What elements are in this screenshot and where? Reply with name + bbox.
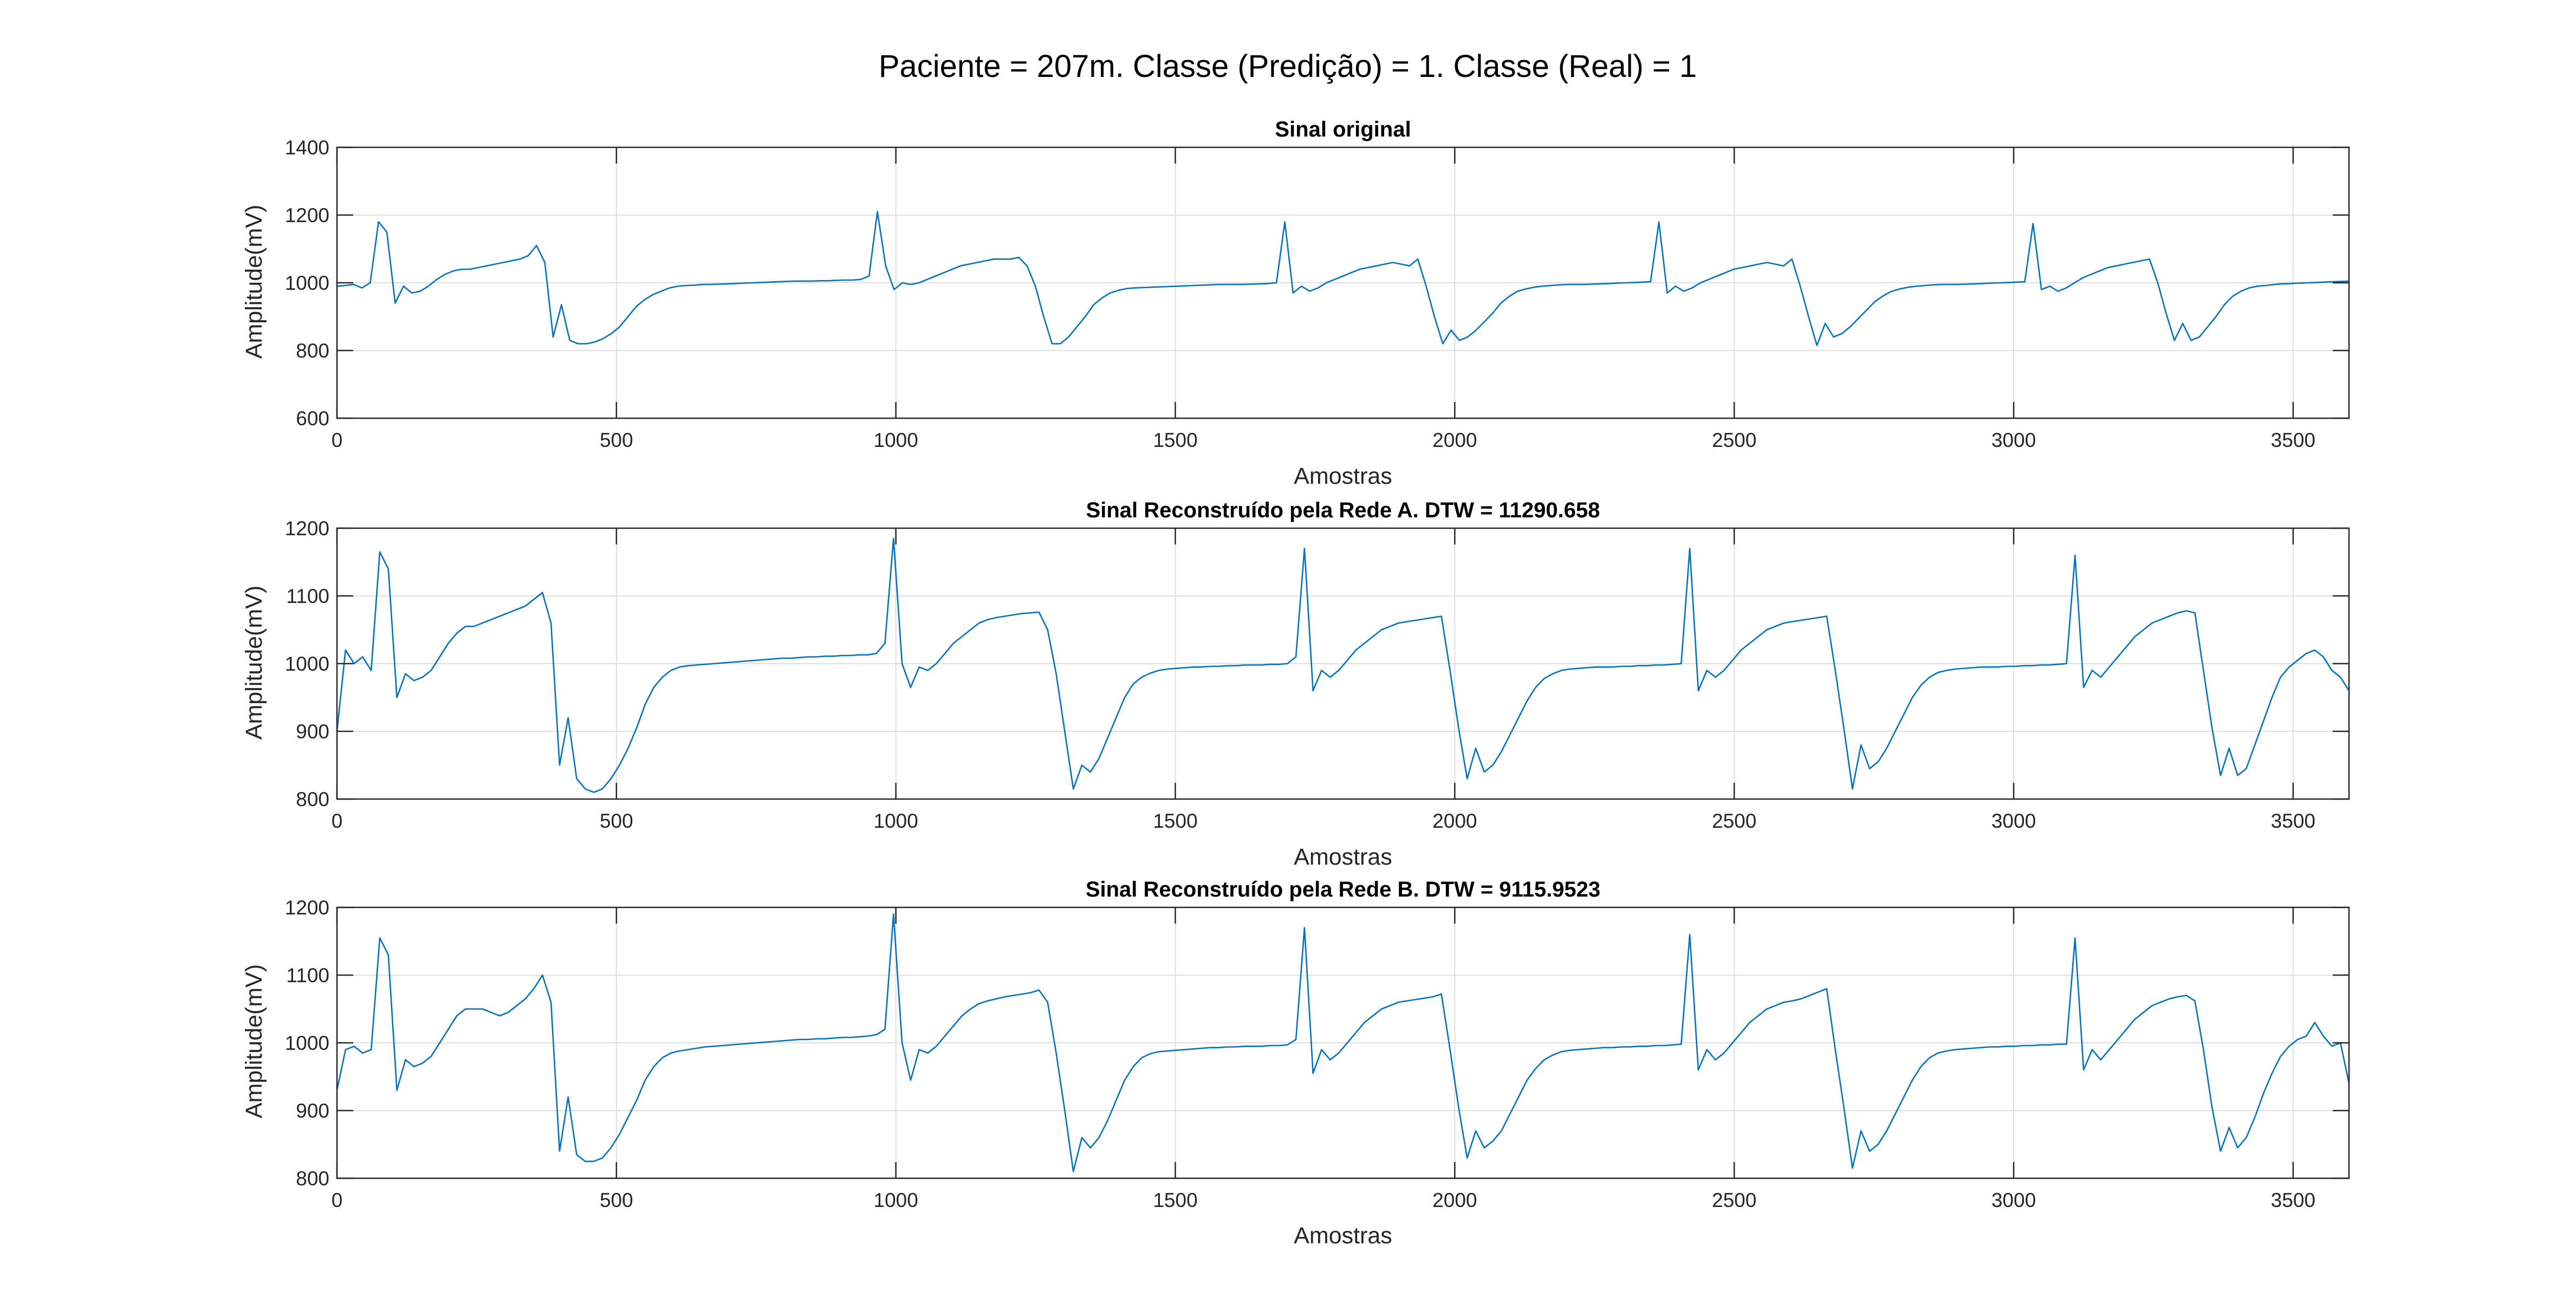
panel-rede-a-ylabel: Amplitude(mV) <box>241 586 267 739</box>
x-tick-label: 500 <box>600 429 633 451</box>
y-tick-label: 1000 <box>285 272 329 294</box>
panel-original: Sinal original 0 500 1000 1500 2000 2500 3000 3… <box>241 118 2350 489</box>
panel-rede-b-ylabel: Amplitude(mV) <box>241 964 267 1118</box>
x-tick-label: 1500 <box>1153 810 1197 832</box>
x-tick-label: 2500 <box>1712 810 1756 832</box>
panel-rede-b-axes: 0 500 1000 1500 2000 2500 3000 3500 800 900 1000 11… <box>285 897 2350 1211</box>
panel-rede-a-xlabel: Amostras <box>1294 844 1392 870</box>
panel-rede-b: Sinal Reconstruído pela Rede B. DTW = 91… <box>241 878 2350 1249</box>
y-tick-label: 1000 <box>285 1032 329 1054</box>
x-tick-label: 1000 <box>874 1189 918 1211</box>
x-tick-label: 0 <box>332 429 343 451</box>
x-tick-label: 500 <box>600 810 633 832</box>
x-tick-label: 0 <box>332 1189 343 1211</box>
x-tick-label: 2000 <box>1432 429 1477 451</box>
x-tick-label: 3000 <box>1991 810 2036 832</box>
series-line <box>337 913 2349 1172</box>
x-tick-label: 3500 <box>2271 429 2315 451</box>
y-tick-label: 800 <box>296 340 329 362</box>
y-tick-label: 1200 <box>285 204 329 226</box>
y-tick-label: 800 <box>296 788 329 810</box>
series-line <box>337 537 2349 793</box>
series-line <box>337 211 2349 346</box>
panel-rede-a-axes: 0 500 1000 1500 2000 2500 3000 3500 800 900 1000 11… <box>285 517 2350 832</box>
x-tick-label: 500 <box>600 1189 633 1211</box>
x-tick-label: 1500 <box>1153 1189 1197 1211</box>
panel-rede-a: Sinal Reconstruído pela Rede A. DTW = 11… <box>241 498 2350 870</box>
y-tick-label: 1200 <box>285 517 329 540</box>
panel-original-xlabel: Amostras <box>1294 463 1392 489</box>
x-tick-label: 3500 <box>2271 1189 2315 1211</box>
x-tick-label: 3000 <box>1991 1189 2036 1211</box>
x-tick-label: 2500 <box>1712 429 1756 451</box>
panel-rede-b-xlabel: Amostras <box>1294 1223 1392 1249</box>
panel-original-axes: 0 500 1000 1500 2000 2500 3000 3500 600 800 1000 12… <box>285 137 2350 451</box>
y-tick-label: 900 <box>296 721 329 743</box>
x-tick-label: 2000 <box>1432 810 1477 832</box>
x-tick-label: 3000 <box>1991 429 2036 451</box>
panel-rede-b-title: Sinal Reconstruído pela Rede B. DTW = 91… <box>1086 878 1600 901</box>
x-tick-label: 0 <box>332 810 343 832</box>
x-tick-label: 1000 <box>874 429 918 451</box>
x-tick-label: 2000 <box>1432 1189 1477 1211</box>
y-tick-label: 600 <box>296 407 329 430</box>
y-tick-label: 900 <box>296 1100 329 1122</box>
panel-original-ylabel: Amplitude(mV) <box>241 205 267 359</box>
y-tick-label: 1000 <box>285 653 329 675</box>
x-tick-label: 1500 <box>1153 429 1197 451</box>
x-tick-label: 2500 <box>1712 1189 1756 1211</box>
y-tick-label: 1100 <box>286 585 329 607</box>
y-tick-label: 1200 <box>285 897 329 919</box>
panel-original-title: Sinal original <box>1275 118 1411 141</box>
y-tick-label: 800 <box>296 1167 329 1190</box>
x-tick-label: 1000 <box>874 810 918 832</box>
x-tick-label: 3500 <box>2271 810 2315 832</box>
y-tick-label: 1100 <box>286 964 329 987</box>
panel-rede-a-title: Sinal Reconstruído pela Rede A. DTW = 11… <box>1086 498 1600 522</box>
y-tick-label: 1400 <box>285 137 329 159</box>
figure-suptitle: Paciente = 207m. Classe (Predição) = 1. … <box>879 49 1697 84</box>
